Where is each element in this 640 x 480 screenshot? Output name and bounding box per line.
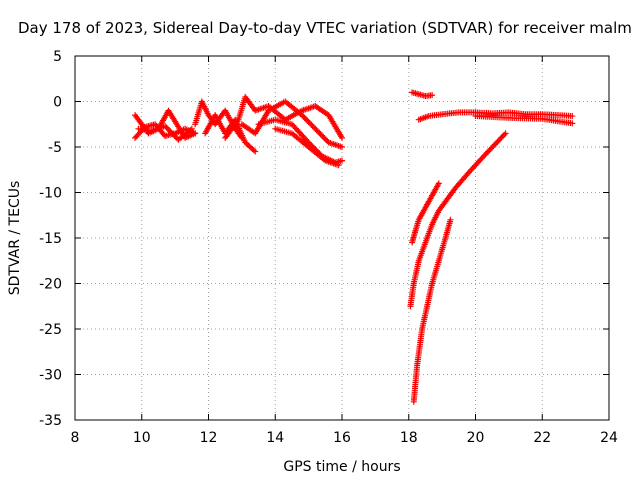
data-point <box>318 132 325 139</box>
data-point <box>501 131 508 138</box>
y-axis-label: SDTVAR / TECUs <box>7 181 23 296</box>
data-point <box>495 137 502 144</box>
data-point <box>300 113 307 120</box>
x-tick-label: 20 <box>467 430 485 446</box>
data-point <box>310 124 317 131</box>
data-point <box>164 125 171 132</box>
x-axis-label: GPS time / hours <box>283 459 400 475</box>
data-point <box>447 216 454 223</box>
data-points <box>132 89 576 405</box>
data-point <box>497 135 504 142</box>
y-tick-label: -10 <box>39 186 62 202</box>
y-tick-label: -35 <box>39 413 62 429</box>
data-point <box>166 127 173 134</box>
x-tick-label: 12 <box>200 430 218 446</box>
y-tick-label: -20 <box>39 277 62 293</box>
data-point <box>308 121 315 128</box>
gridlines <box>75 56 609 420</box>
data-point <box>322 136 329 143</box>
data-point <box>171 132 178 139</box>
data-point <box>301 114 308 121</box>
data-point <box>320 133 327 140</box>
y-tick-label: -30 <box>39 368 62 384</box>
x-tick-label: 18 <box>400 430 418 446</box>
data-point <box>435 180 442 187</box>
data-point <box>483 149 490 156</box>
data-point <box>163 124 170 131</box>
data-point <box>569 113 576 120</box>
x-tick-label: 8 <box>71 430 80 446</box>
data-point <box>317 131 324 138</box>
x-axis-ticks: 8 10 12 14 16 18 20 22 24 <box>71 56 618 446</box>
data-point <box>502 130 509 137</box>
y-tick-label: -5 <box>48 140 62 156</box>
data-point <box>486 147 493 154</box>
data-point <box>482 151 489 158</box>
data-point <box>324 138 331 145</box>
x-tick-label: 16 <box>333 430 351 446</box>
data-point <box>429 92 436 99</box>
y-tick-label: 0 <box>53 95 62 111</box>
data-point <box>314 128 321 135</box>
data-point <box>569 120 576 127</box>
data-point <box>252 148 259 155</box>
data-point <box>339 134 345 141</box>
series-arc-c <box>135 123 195 143</box>
data-point <box>339 157 345 164</box>
data-point <box>499 133 506 140</box>
data-point <box>170 131 177 138</box>
series-arc-l <box>409 180 442 246</box>
data-point <box>172 133 179 140</box>
data-point <box>305 118 312 125</box>
series-arc-m <box>407 130 509 310</box>
data-point <box>339 144 345 150</box>
series-arc-j <box>409 89 436 100</box>
data-point <box>167 128 174 135</box>
data-point <box>313 127 320 134</box>
data-point <box>162 123 169 130</box>
x-tick-label: 24 <box>600 430 618 446</box>
data-point <box>493 140 500 147</box>
x-tick-label: 10 <box>133 430 151 446</box>
data-point <box>304 117 311 124</box>
series-arc-i <box>272 125 342 169</box>
data-point <box>168 129 175 136</box>
data-point <box>306 120 313 127</box>
data-point <box>312 125 319 132</box>
data-point <box>498 134 505 141</box>
chart-title: Day 178 of 2023, Sidereal Day-to-day VTE… <box>18 19 632 37</box>
data-point <box>491 141 498 148</box>
data-point <box>335 162 342 169</box>
series-arc-k <box>415 109 576 123</box>
data-point <box>494 138 501 145</box>
data-point <box>192 130 199 137</box>
series-arc-n <box>410 216 454 405</box>
y-tick-label: 5 <box>53 49 62 65</box>
series-arc-k2 <box>472 113 576 127</box>
y-tick-label: -15 <box>39 231 62 247</box>
data-point <box>490 142 497 149</box>
data-point <box>321 135 328 142</box>
data-point <box>489 144 496 151</box>
data-point <box>316 129 323 136</box>
data-point <box>485 148 492 155</box>
x-tick-label: 22 <box>533 430 551 446</box>
data-point <box>188 125 195 132</box>
data-point <box>487 145 494 152</box>
x-tick-label: 14 <box>266 430 284 446</box>
y-axis-ticks: 5 0 -5 -10 -15 -20 -25 -30 -35 <box>39 49 609 429</box>
data-point <box>309 123 316 130</box>
y-tick-label: -25 <box>39 322 62 338</box>
data-point <box>302 116 309 123</box>
data-point <box>298 112 305 119</box>
